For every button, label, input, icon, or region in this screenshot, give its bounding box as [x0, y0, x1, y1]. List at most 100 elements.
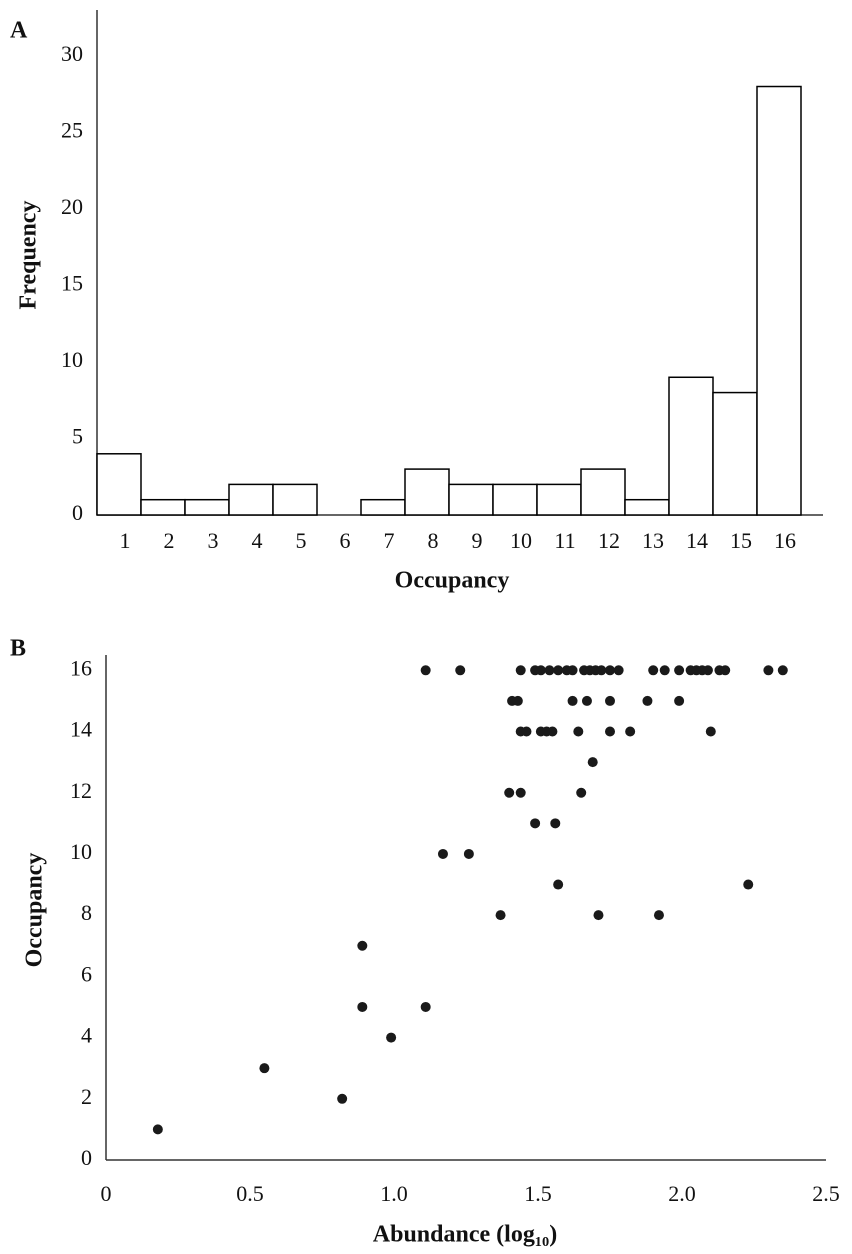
- point: [547, 726, 558, 737]
- x-tick-label: 2: [164, 528, 175, 553]
- point: [605, 695, 615, 706]
- y-tick-label: 10: [61, 347, 83, 372]
- point: [553, 879, 564, 890]
- bar: [756, 85, 802, 516]
- point: [420, 665, 431, 676]
- x-tick-label: 14: [686, 528, 708, 553]
- x-axis-title: Abundance (log₁₀): [373, 1222, 557, 1248]
- point: [515, 665, 526, 676]
- x-tick-label: 1: [120, 528, 131, 553]
- y-tick-label: 2: [81, 1084, 92, 1109]
- point: [702, 665, 713, 676]
- point: [777, 665, 788, 676]
- y-tick-label: 14: [70, 717, 92, 742]
- point: [625, 726, 636, 737]
- y-tick-label: 10: [70, 839, 92, 864]
- point: [587, 757, 598, 768]
- x-tick-label: 0.5: [236, 1181, 264, 1206]
- x-tick-label: 7: [384, 528, 395, 553]
- bar: [404, 468, 450, 516]
- point: [593, 910, 604, 921]
- x-tick-label: 0: [101, 1181, 112, 1206]
- point: [613, 665, 624, 676]
- x-tick-label: 12: [598, 528, 620, 553]
- point: [674, 695, 685, 706]
- point: [642, 695, 653, 706]
- x-tick-label: 9: [472, 528, 483, 553]
- x-tick-label: 6: [340, 528, 351, 553]
- point: [605, 665, 615, 676]
- y-axis-title: Occupancy: [22, 853, 48, 968]
- point: [530, 818, 541, 829]
- y-tick-label: 8: [81, 900, 92, 925]
- point: [763, 665, 774, 676]
- x-tick-label: 1.0: [380, 1181, 408, 1206]
- point: [437, 848, 448, 859]
- y-tick-label: 12: [70, 778, 92, 803]
- point: [648, 665, 659, 676]
- bar: [712, 391, 758, 516]
- x-tick-label: 15: [730, 528, 752, 553]
- point: [420, 1001, 431, 1012]
- point: [544, 665, 555, 676]
- bar: [96, 453, 142, 516]
- point: [152, 1124, 163, 1135]
- y-tick-label: 0: [72, 500, 83, 525]
- x-tick-label: 11: [554, 528, 575, 553]
- y-axis-title: Frequency: [16, 201, 42, 310]
- point: [521, 726, 532, 737]
- y-tick-label: 15: [61, 271, 83, 296]
- x-tick-label: 1.5: [524, 1181, 552, 1206]
- x-tick-label: 16: [774, 528, 796, 553]
- point: [455, 665, 466, 676]
- point: [581, 695, 592, 706]
- point: [515, 787, 526, 798]
- panel-letter: A: [10, 18, 28, 44]
- bar: [668, 376, 714, 516]
- bar: [536, 483, 582, 516]
- bar: [448, 483, 494, 516]
- y-tick-label: 6: [81, 961, 92, 986]
- x-tick-label: 5: [296, 528, 307, 553]
- point: [495, 910, 506, 921]
- x-tick-label: 2.0: [668, 1181, 696, 1206]
- bar: [272, 483, 318, 516]
- y-tick-label: 0: [81, 1145, 92, 1170]
- y-tick-label: 4: [81, 1023, 92, 1048]
- point: [605, 726, 615, 737]
- x-axis-title: Occupancy: [395, 568, 510, 594]
- point: [567, 695, 578, 706]
- point: [573, 726, 584, 737]
- y-tick-label: 5: [72, 424, 83, 449]
- y-tick-label: 30: [61, 41, 83, 66]
- bar: [580, 468, 626, 516]
- bar: [360, 498, 406, 516]
- bar: [624, 498, 670, 516]
- bar: [184, 498, 230, 516]
- point: [535, 665, 546, 676]
- point: [550, 818, 561, 829]
- point: [743, 879, 754, 890]
- bar: [228, 483, 274, 516]
- x-tick-label: 10: [510, 528, 532, 553]
- point: [504, 787, 515, 798]
- point: [386, 1032, 397, 1043]
- point: [463, 848, 474, 859]
- point: [720, 665, 731, 676]
- bar: [492, 483, 538, 516]
- y-tick-label: 25: [61, 117, 83, 142]
- bar: [140, 498, 186, 516]
- point: [653, 910, 664, 921]
- point: [512, 695, 523, 706]
- x-tick-label: 13: [642, 528, 664, 553]
- point: [705, 726, 716, 737]
- point: [674, 665, 685, 676]
- point: [337, 1093, 348, 1104]
- y-tick-label: 20: [61, 194, 83, 219]
- x-tick-label: 8: [428, 528, 439, 553]
- point: [576, 787, 587, 798]
- point: [567, 665, 578, 676]
- point: [596, 665, 607, 676]
- point: [659, 665, 670, 676]
